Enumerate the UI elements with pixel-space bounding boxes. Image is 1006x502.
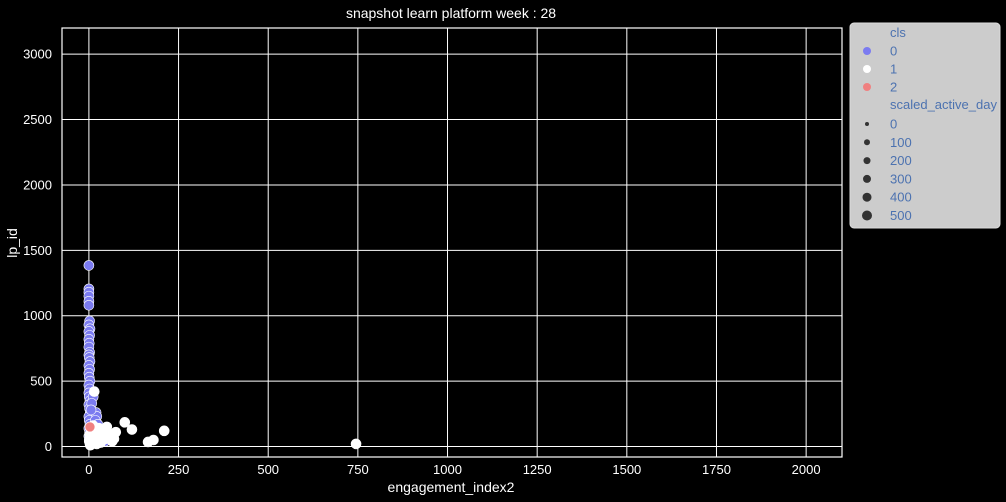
- x-tick-label: 0: [85, 462, 92, 477]
- x-axis-label: engagement_index2: [388, 479, 515, 495]
- data-point: [84, 421, 96, 433]
- data-point: [85, 404, 97, 416]
- data-points: [83, 260, 362, 451]
- legend-hue-title: cls: [890, 25, 906, 40]
- data-point: [142, 436, 154, 448]
- legend-size-label: 500: [890, 208, 912, 223]
- y-tick-label: 500: [30, 374, 52, 389]
- legend-size-marker: [864, 139, 870, 146]
- x-tick-label: 2000: [792, 462, 821, 477]
- legend-hue-label: 0: [890, 44, 897, 59]
- legend-size-label: 200: [890, 153, 912, 168]
- legend-hue-marker: [863, 65, 871, 73]
- legend-box: [849, 22, 1001, 229]
- plot-area-frame: [61, 27, 843, 458]
- legend-size-title: scaled_active_day: [890, 97, 997, 112]
- legend-size-label: 100: [890, 135, 912, 150]
- legend: cls 0 1 2 scaled_active_day 0 100 200 300 400 500: [849, 22, 1001, 229]
- y-tick-label: 1500: [23, 243, 52, 258]
- data-point: [119, 417, 131, 428]
- legend-size-label: 400: [890, 190, 912, 205]
- x-tick-label: 250: [168, 462, 190, 477]
- legend-size-label: 0: [890, 117, 897, 132]
- x-tick-label: 1750: [702, 462, 731, 477]
- data-point: [88, 386, 100, 397]
- data-point: [158, 425, 170, 437]
- data-point: [83, 299, 95, 311]
- x-tick-label: 750: [347, 462, 369, 477]
- data-point: [350, 438, 362, 450]
- y-tick-label: 2000: [23, 177, 52, 192]
- legend-size-marker: [862, 210, 872, 221]
- x-tick-label: 1500: [612, 462, 641, 477]
- data-point: [83, 260, 95, 271]
- chart-title: snapshot learn platform week : 28: [346, 5, 556, 21]
- legend-size-marker: [863, 174, 871, 183]
- y-tick-label: 1000: [23, 308, 52, 323]
- y-tick-label: 3000: [23, 47, 52, 62]
- legend-hue-label: 2: [890, 80, 897, 95]
- y-tick-label: 2500: [23, 112, 52, 127]
- grid-lines: [62, 28, 842, 457]
- y-axis-label: lp_id: [4, 228, 20, 258]
- tick-labels: 0 250 500 750 1000 1250 1500 1750 2000 0 500 1000 15…: [23, 47, 821, 477]
- legend-size-marker: [865, 122, 869, 126]
- legend-size-label: 300: [890, 171, 912, 186]
- legend-items: cls 0 1 2 scaled_active_day 0 100 200 300 400 500: [862, 25, 997, 223]
- data-point: [126, 424, 138, 435]
- legend-hue-marker: [863, 83, 871, 91]
- y-tick-label: 0: [45, 439, 52, 454]
- data-point: [104, 430, 115, 442]
- x-tick-label: 1250: [523, 462, 552, 477]
- legend-hue-label: 1: [890, 62, 897, 77]
- x-tick-label: 1000: [433, 462, 462, 477]
- legend-size-marker: [863, 157, 871, 165]
- legend-size-marker: [862, 192, 872, 202]
- x-tick-label: 500: [257, 462, 279, 477]
- legend-hue-marker: [863, 47, 871, 55]
